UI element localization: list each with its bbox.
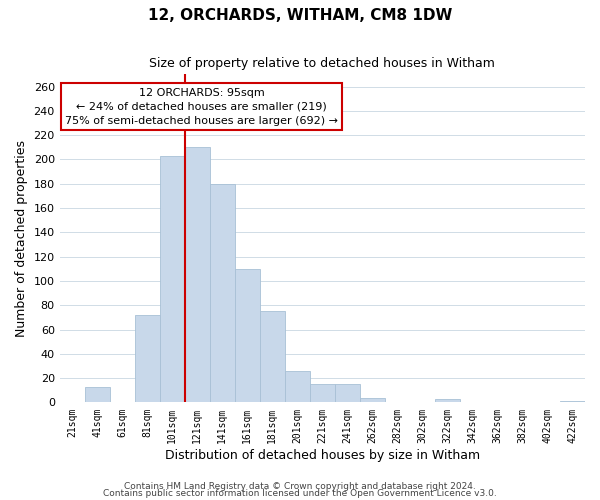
Bar xyxy=(85,386,110,402)
Bar xyxy=(360,398,385,402)
Bar xyxy=(285,371,310,402)
Bar xyxy=(335,384,360,402)
Title: Size of property relative to detached houses in Witham: Size of property relative to detached ho… xyxy=(149,58,495,70)
Text: 12 ORCHARDS: 95sqm
← 24% of detached houses are smaller (219)
75% of semi-detach: 12 ORCHARDS: 95sqm ← 24% of detached hou… xyxy=(65,88,338,126)
Bar xyxy=(210,184,235,402)
Bar xyxy=(235,269,260,402)
Text: Contains HM Land Registry data © Crown copyright and database right 2024.: Contains HM Land Registry data © Crown c… xyxy=(124,482,476,491)
Text: Contains public sector information licensed under the Open Government Licence v3: Contains public sector information licen… xyxy=(103,490,497,498)
Bar xyxy=(310,384,335,402)
Bar xyxy=(160,156,185,402)
Bar xyxy=(135,315,160,402)
Bar xyxy=(435,399,460,402)
Y-axis label: Number of detached properties: Number of detached properties xyxy=(15,140,28,337)
X-axis label: Distribution of detached houses by size in Witham: Distribution of detached houses by size … xyxy=(165,450,480,462)
Text: 12, ORCHARDS, WITHAM, CM8 1DW: 12, ORCHARDS, WITHAM, CM8 1DW xyxy=(148,8,452,22)
Bar xyxy=(185,148,210,402)
Bar xyxy=(560,401,585,402)
Bar xyxy=(260,312,285,402)
